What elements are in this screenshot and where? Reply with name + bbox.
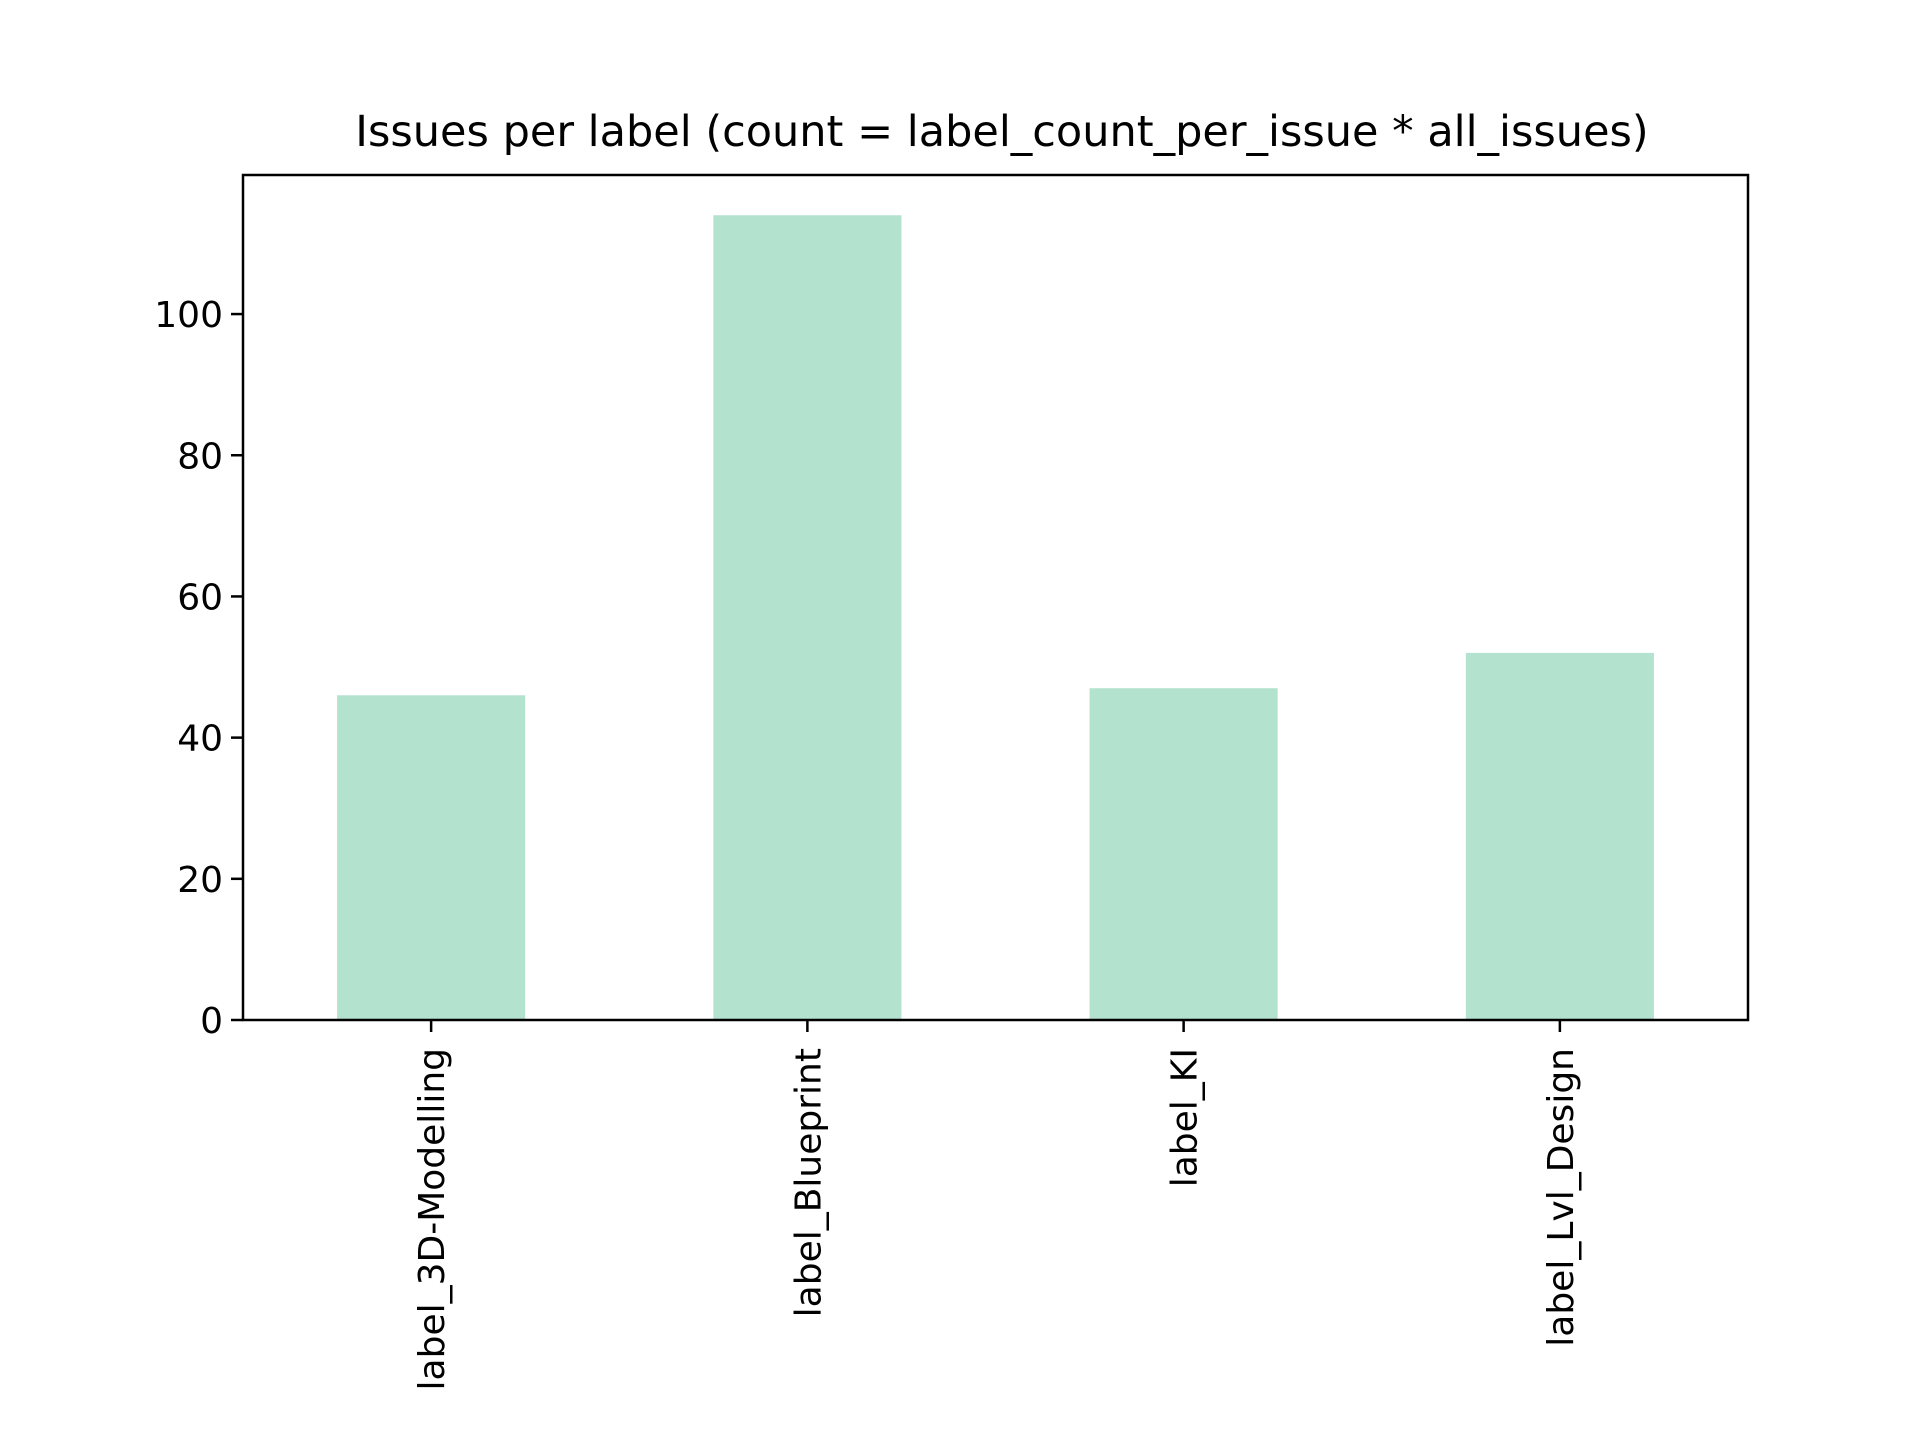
y-tick-label: 60 xyxy=(177,577,223,618)
bar-label-lvl-design xyxy=(1465,652,1654,1020)
chart-title: Issues per label (count = label_count_pe… xyxy=(355,107,1648,157)
x-tick-label: label_Blueprint xyxy=(788,1048,829,1317)
y-tick-label: 0 xyxy=(200,1001,223,1042)
y-tick-label: 80 xyxy=(177,436,223,477)
bar-label-3d-modelling xyxy=(337,695,526,1020)
bar-label-ki xyxy=(1089,688,1278,1020)
y-tick-label: 100 xyxy=(154,295,223,336)
x-tick-label: label_Lvl_Design xyxy=(1541,1048,1582,1347)
x-axis: label_3D-Modelling label_Blueprint label_K… xyxy=(412,1020,1582,1390)
x-tick-label: label_KI xyxy=(1165,1048,1206,1187)
y-axis: 0 20 40 60 80 100 xyxy=(154,295,243,1042)
y-tick-label: 40 xyxy=(177,719,223,760)
bars-group xyxy=(337,215,1654,1020)
y-tick-label: 20 xyxy=(177,860,223,901)
x-tick-label: label_3D-Modelling xyxy=(412,1048,453,1390)
bar-label-blueprint xyxy=(713,215,902,1020)
plot-frame xyxy=(241,173,1750,1022)
